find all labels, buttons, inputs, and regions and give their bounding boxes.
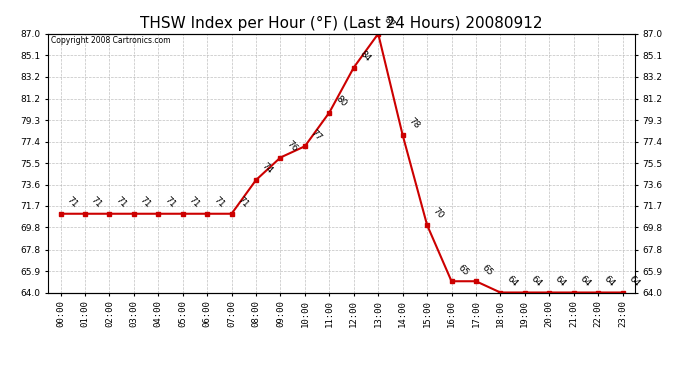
Text: 71: 71	[65, 195, 79, 210]
Text: 71: 71	[211, 195, 226, 210]
Text: Copyright 2008 Cartronics.com: Copyright 2008 Cartronics.com	[51, 36, 170, 45]
Text: 65: 65	[455, 262, 470, 277]
Text: 64: 64	[504, 274, 519, 288]
Text: 74: 74	[260, 161, 275, 176]
Text: 71: 71	[187, 195, 201, 210]
Text: 70: 70	[431, 206, 446, 221]
Text: 71: 71	[114, 195, 128, 210]
Text: 76: 76	[284, 139, 299, 153]
Text: 84: 84	[358, 49, 373, 63]
Title: THSW Index per Hour (°F) (Last 24 Hours) 20080912: THSW Index per Hour (°F) (Last 24 Hours)…	[140, 16, 543, 31]
Text: 71: 71	[162, 195, 177, 210]
Text: 64: 64	[578, 274, 592, 288]
Text: 71: 71	[138, 195, 152, 210]
Text: 64: 64	[553, 274, 568, 288]
Text: 65: 65	[480, 262, 495, 277]
Text: 64: 64	[602, 274, 617, 288]
Text: 77: 77	[309, 128, 324, 142]
Text: 78: 78	[407, 116, 422, 131]
Text: 71: 71	[236, 195, 250, 210]
Text: 87: 87	[382, 15, 397, 30]
Text: 64: 64	[627, 274, 641, 288]
Text: 64: 64	[529, 274, 544, 288]
Text: 80: 80	[333, 94, 348, 108]
Text: 71: 71	[89, 195, 104, 210]
